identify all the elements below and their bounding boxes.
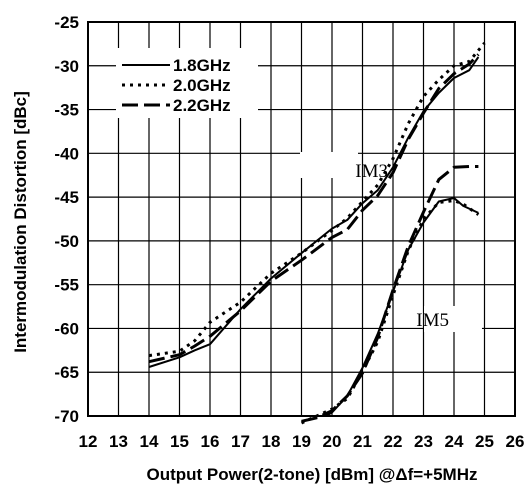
x-tick-label: 15 xyxy=(170,432,189,451)
y-tick-label: -40 xyxy=(54,144,79,163)
im3-label-bg xyxy=(300,152,358,178)
x-tick-label: 24 xyxy=(445,432,464,451)
x-tick-label: 20 xyxy=(323,432,342,451)
y-tick-labels: -25 -30 -35 -40 -45 -50 -55 -60 -65 -70 xyxy=(54,13,79,426)
x-tick-label: 17 xyxy=(231,432,250,451)
legend-box xyxy=(116,48,258,118)
x-tick-label: 21 xyxy=(353,432,372,451)
series-layer xyxy=(148,42,486,425)
x-tick-label: 13 xyxy=(109,432,128,451)
y-tick-label: -55 xyxy=(54,276,79,295)
plot-frame xyxy=(87,21,516,417)
im5-label-bg xyxy=(424,306,482,332)
legend-label-1: 1.8GHz xyxy=(173,56,231,75)
series-im3-1-8ghz-line xyxy=(148,56,480,368)
legend-label-3: 2.2GHz xyxy=(173,96,231,115)
im5-annotation: IM5 xyxy=(416,310,449,331)
y-axis-label: Intermodulation Distortion [dBc] xyxy=(11,91,30,353)
y-tick-label: -70 xyxy=(54,407,79,426)
y-tick-label: -50 xyxy=(54,232,79,251)
x-tick-labels: 12 13 14 15 16 17 18 19 20 21 22 23 24 25 26 xyxy=(79,432,525,451)
x-tick-label: 25 xyxy=(475,432,494,451)
x-tick-label: 16 xyxy=(201,432,220,451)
y-tick-label: -30 xyxy=(54,57,79,76)
x-tick-label: 23 xyxy=(414,432,433,451)
series-im5-2-2ghz-line xyxy=(301,165,479,423)
series-im3-2-2ghz-line xyxy=(148,53,480,364)
x-tick-label: 14 xyxy=(140,432,159,451)
y-tick-label: -65 xyxy=(54,363,79,382)
x-axis-label: Output Power(2-tone) [dBm] @Δf=+5MHz xyxy=(146,465,477,484)
legend: 1.8GHz 2.0GHz 2.2GHz xyxy=(116,48,258,118)
x-tick-label: 22 xyxy=(384,432,403,451)
x-tick-label: 12 xyxy=(79,432,98,451)
series-im3-2-0ghz-line xyxy=(148,42,486,358)
legend-label-2: 2.0GHz xyxy=(173,76,231,95)
x-tick-label: 18 xyxy=(262,432,281,451)
y-tick-label: -35 xyxy=(54,101,79,120)
y-tick-label: -45 xyxy=(54,188,79,207)
y-tick-label: -25 xyxy=(54,13,79,32)
im3-annotation: IM3 xyxy=(355,161,388,182)
x-tick-label: 26 xyxy=(506,432,525,451)
y-tick-label: -60 xyxy=(54,319,79,338)
annotations: IM3 IM5 xyxy=(300,152,482,332)
x-tick-label: 19 xyxy=(292,432,311,451)
